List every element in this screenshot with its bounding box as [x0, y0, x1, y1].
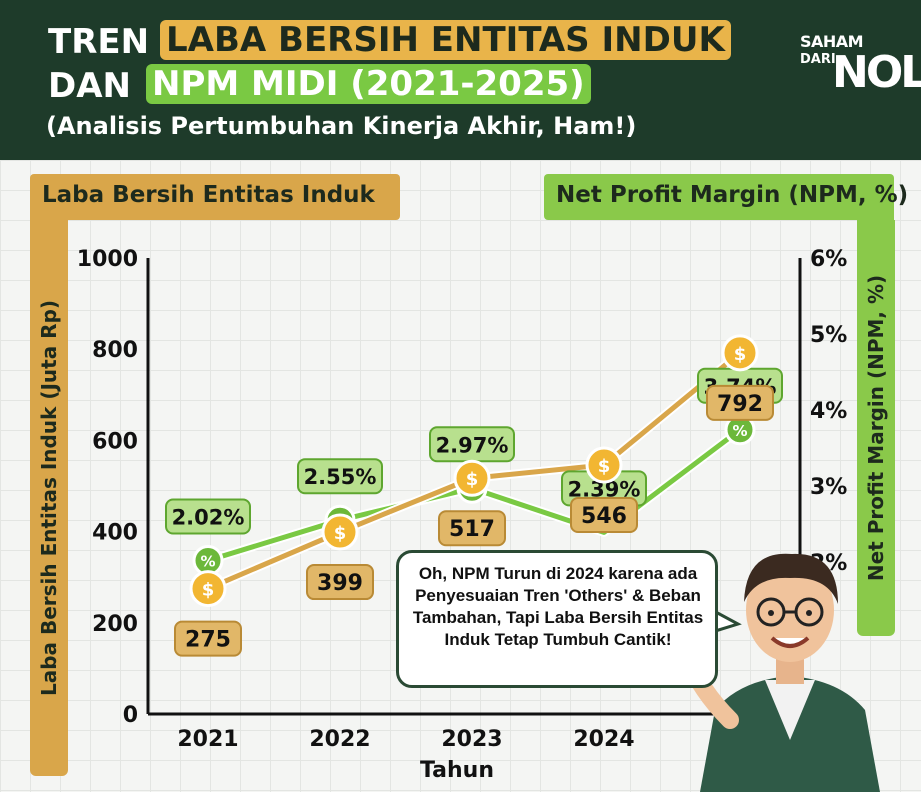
callout-text: Oh, NPM Turun di 2024 karena ada Penyesu…	[412, 564, 704, 649]
profit-coin-symbol: $	[466, 469, 479, 490]
y-tick-label: 800	[92, 338, 138, 363]
logo-line3: NOL	[832, 47, 921, 98]
profit-coin-symbol: $	[202, 580, 215, 601]
left-axis-tag-text: Laba Bersih Entitas Induk	[42, 182, 375, 208]
left-axis-bar: Laba Bersih Entitas Induk (Juta Rp)	[30, 220, 68, 776]
title-line2-highlight-wrap: NPM MIDI (2021-2025)	[146, 64, 591, 104]
x-tick-label: 2023	[441, 727, 502, 752]
y2-tick-label: 5%	[810, 323, 847, 348]
profit-coin-symbol: $	[598, 456, 611, 477]
title-line1-highlight-wrap: LABA BERSIH ENTITAS INDUK	[160, 20, 731, 60]
right-axis-tag: Net Profit Margin (NPM, %)	[544, 174, 908, 220]
title-line2-highlight: NPM MIDI (2021-2025)	[146, 64, 591, 104]
right-axis-tag-text: Net Profit Margin (NPM, %)	[556, 182, 909, 208]
subtitle: (Analisis Pertumbuhan Kinerja Akhir, Ham…	[46, 112, 637, 140]
title-line1-prefix: TREN	[48, 22, 150, 62]
logo-line1: SAHAM	[800, 32, 864, 51]
npm-point-symbol: %	[200, 552, 215, 570]
left-axis-tag: Laba Bersih Entitas Induk	[30, 174, 400, 220]
x-tick-label: 2022	[309, 727, 370, 752]
profit-data-label: 792	[717, 392, 763, 417]
profit-coin	[721, 334, 759, 372]
title-line2-prefix: DAN	[48, 66, 131, 106]
brand-logo: SAHAM DARI NOL	[800, 32, 921, 102]
y2-tick-label: 6%	[810, 247, 847, 272]
title-line1-highlight: LABA BERSIH ENTITAS INDUK	[160, 20, 731, 60]
profit-label-box	[438, 510, 506, 547]
profit-coin	[585, 446, 623, 484]
callout-bubble: Oh, NPM Turun di 2024 karena ada Penyesu…	[396, 550, 718, 688]
profit-coin	[453, 459, 491, 497]
profit-coin-symbol: $	[734, 344, 747, 365]
y-tick-label: 1000	[77, 247, 138, 272]
npm-data-label: 2.02%	[172, 505, 245, 529]
npm-data-label: 2.55%	[304, 465, 377, 489]
y-tick-label: 600	[92, 429, 138, 454]
y2-tick-label: 4%	[810, 399, 847, 424]
npm-label-box	[165, 498, 251, 535]
profit-label-box	[706, 384, 774, 421]
profit-coin	[189, 570, 227, 608]
profit-coin	[321, 513, 359, 551]
npm-label-box	[297, 458, 383, 495]
profit-data-label: 399	[317, 571, 363, 596]
profit-label-box	[174, 620, 242, 657]
presenter-illustration	[664, 553, 880, 792]
npm-point-symbol: %	[732, 422, 747, 440]
x-axis-label: Tahun	[420, 758, 495, 783]
y-tick-label: 400	[92, 521, 138, 546]
profit-data-label: 275	[185, 628, 231, 653]
profit-label-box	[570, 497, 638, 534]
profit-label-box	[306, 564, 374, 601]
x-tick-label: 2021	[177, 727, 238, 752]
y-tick-label: 0	[123, 703, 138, 728]
y2-tick-label: 3%	[810, 475, 847, 500]
x-tick-label: 2024	[573, 727, 634, 752]
npm-data-label: 2.97%	[436, 433, 509, 457]
logo-line2: DARI	[800, 52, 836, 67]
y-tick-label: 200	[92, 612, 138, 637]
profit-coin-symbol: $	[334, 523, 347, 544]
profit-data-label: 517	[449, 517, 495, 542]
profit-data-label: 546	[581, 504, 627, 529]
right-axis-bar: Net Profit Margin (NPM, %)	[857, 220, 895, 636]
